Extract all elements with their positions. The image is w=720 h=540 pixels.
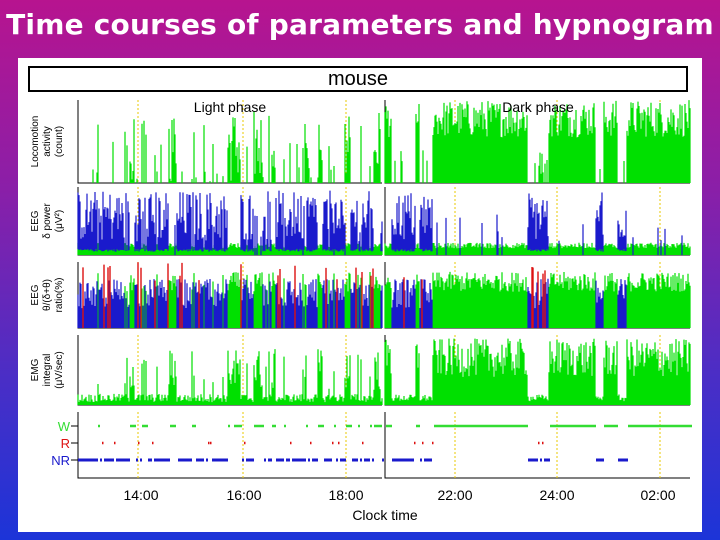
axis-0-0 — [77, 100, 382, 184]
hypnogram-axis-0 — [77, 412, 382, 479]
ylabel-locomotion-0: Locomotion — [30, 116, 41, 168]
ylabel-emg-0: EMG — [30, 358, 41, 381]
eeg-delta-sleep-series — [77, 190, 683, 255]
ylabel-locomotion-1: activity — [42, 126, 53, 157]
hypnogram-stage-w: W — [58, 419, 71, 434]
x-tick-3: 22:00 — [437, 487, 472, 503]
x-tick-5: 02:00 — [640, 487, 675, 503]
ylabel-locomotion-2: (count) — [54, 126, 65, 157]
ylabel-eeg-ratio-1: θ/(δ+θ) — [42, 279, 53, 311]
ylabel-eeg-delta-2: (μV²) — [54, 210, 65, 232]
species-label: mouse — [28, 66, 688, 92]
x-tick-1: 16:00 — [226, 487, 261, 503]
hypnogram-stage-nr: NR — [51, 453, 70, 468]
x-tick-2: 18:00 — [328, 487, 363, 503]
phase-label-light: Light phase — [194, 99, 267, 115]
ylabel-eeg-ratio-0: EEG — [30, 284, 41, 305]
slide-title: Time courses of parameters and hypnogram — [6, 8, 714, 41]
ylabel-eeg-delta-0: EEG — [30, 210, 41, 231]
emg-series — [77, 338, 691, 405]
hypnogram-stage-r: R — [61, 436, 70, 451]
x-axis-label: Clock time — [352, 507, 418, 523]
ylabel-emg-2: (μV/sec) — [54, 351, 65, 388]
ylabel-eeg-ratio-2: ratio(%) — [54, 277, 65, 312]
eeg-ratio-rem-series — [82, 262, 546, 328]
locomotion-series — [92, 100, 691, 183]
eeg-ratio-nrem-series — [77, 278, 627, 328]
ylabel-emg-1: integral — [42, 354, 53, 387]
x-tick-0: 14:00 — [123, 487, 158, 503]
x-tick-4: 24:00 — [539, 487, 574, 503]
hypnogram-axis-1 — [384, 412, 690, 479]
eeg-ratio-wake-series — [97, 271, 691, 328]
phase-label-dark: Dark phase — [502, 99, 574, 115]
ylabel-eeg-delta-1: δ power — [42, 203, 53, 239]
